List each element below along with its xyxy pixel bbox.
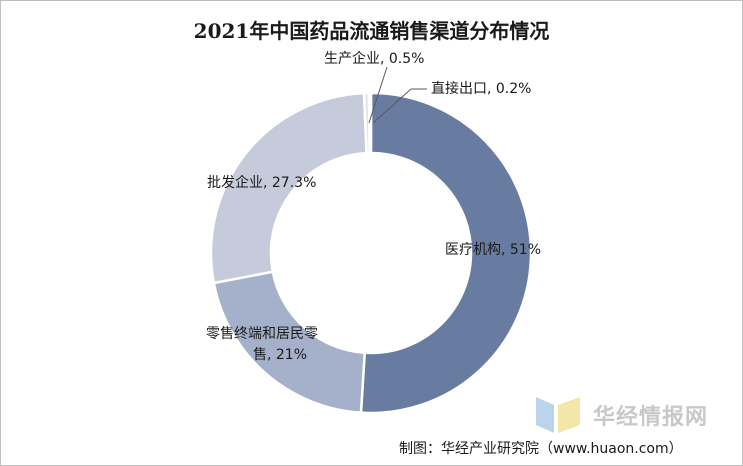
chart-title: 2021年中国药品流通销售渠道分布情况 bbox=[193, 19, 550, 43]
donut-slice-4 bbox=[367, 91, 373, 155]
slice-label-export: 直接出口, 0.2% bbox=[431, 80, 531, 97]
source-credit: 制图：华经产业研究院（www.huaon.com） bbox=[399, 441, 683, 457]
watermark-text: 华经情报网 bbox=[593, 405, 709, 430]
slice-label-retail-line1: 零售终端和居民零 bbox=[206, 326, 318, 342]
donut-slice-0 bbox=[359, 91, 533, 415]
donut-slice-1 bbox=[212, 270, 367, 415]
watermark-logo-icon bbox=[536, 397, 580, 433]
slice-label-medical: 医疗机构, 51% bbox=[445, 242, 541, 258]
slice-label-production: 生产企业, 0.5% bbox=[324, 50, 424, 67]
donut-slice-2 bbox=[209, 91, 368, 285]
slice-label-retail-line2: 售, 21% bbox=[253, 347, 307, 363]
slice-label-wholesale: 批发企业, 27.3% bbox=[207, 174, 316, 191]
leader-line-export bbox=[372, 88, 412, 124]
leader-line-production bbox=[368, 66, 388, 124]
